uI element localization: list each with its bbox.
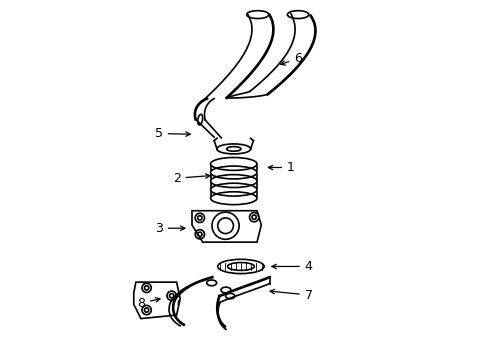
Text: 6: 6 [280, 52, 302, 65]
Text: 8: 8 [137, 297, 160, 310]
Text: 3: 3 [155, 222, 184, 235]
Text: 2: 2 [172, 172, 209, 185]
Text: 5: 5 [154, 127, 190, 140]
Text: 4: 4 [271, 260, 312, 273]
Text: 7: 7 [269, 288, 312, 302]
Text: 1: 1 [268, 161, 294, 174]
